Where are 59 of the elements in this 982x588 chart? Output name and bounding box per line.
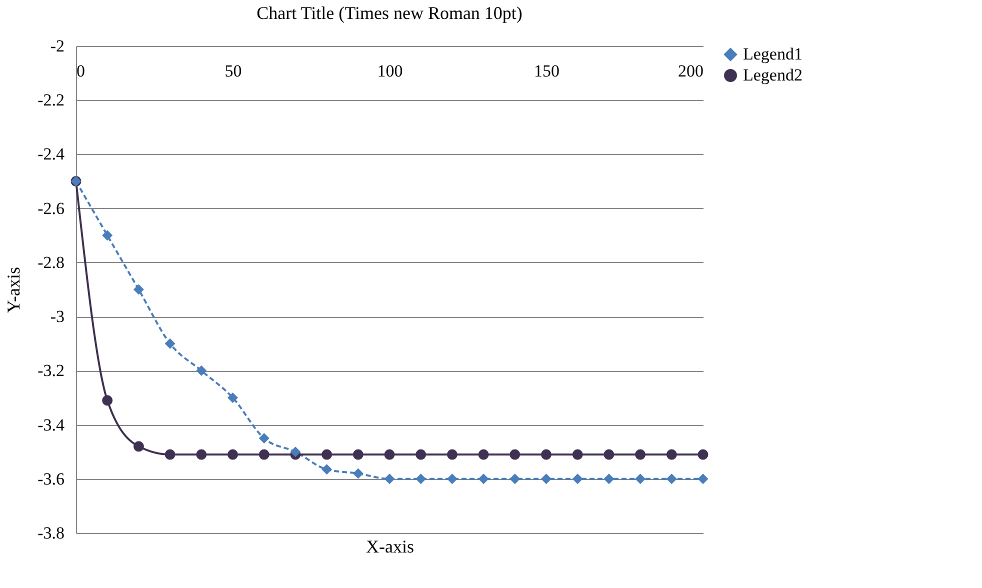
y-tick-label: -3.2 (38, 361, 64, 380)
point (572, 474, 583, 484)
point (698, 449, 708, 460)
point (541, 474, 552, 484)
point (196, 449, 207, 460)
point (635, 474, 646, 484)
point (384, 474, 395, 484)
x-tick-label: 0 (76, 62, 85, 80)
point (666, 449, 677, 460)
point (635, 449, 646, 460)
y-tick-label: -2.6 (38, 198, 64, 218)
point (322, 464, 332, 475)
point (228, 392, 238, 403)
point (258, 449, 270, 460)
y-tick-label: -3.8 (38, 524, 64, 542)
point (352, 468, 364, 479)
point (510, 449, 520, 460)
point (510, 474, 520, 484)
point (416, 474, 426, 484)
point (102, 395, 113, 406)
point (133, 284, 144, 295)
point (698, 474, 708, 484)
point (196, 365, 207, 376)
legend-label: Legend2 (743, 66, 802, 84)
point (604, 474, 614, 484)
point (666, 474, 677, 484)
point (133, 441, 144, 452)
y-tick-label: -3 (50, 307, 64, 326)
point (416, 449, 426, 460)
y-axis-title: Y-axis (4, 267, 24, 313)
point (352, 449, 364, 460)
point (384, 449, 395, 460)
y-tick-label: -2.4 (38, 144, 65, 164)
y-tick-label: -2 (50, 36, 64, 56)
point (164, 449, 176, 460)
point (290, 446, 301, 458)
point (604, 449, 614, 460)
point (446, 474, 458, 484)
point (446, 449, 458, 460)
chart-title: Chart Title (Times new Roman 10pt) (256, 3, 522, 23)
point (258, 433, 270, 444)
y-tick-label: -3.4 (38, 415, 65, 434)
x-tick-label: 200 (678, 62, 704, 80)
x-tick-label: 100 (377, 62, 403, 80)
point (541, 449, 552, 460)
point (102, 230, 113, 241)
x-axis-title: X-axis (366, 536, 414, 556)
x-tick-label: 50 (224, 62, 242, 80)
point (164, 338, 176, 349)
y-tick-label: -2.2 (38, 90, 64, 110)
y-tick-label: -3.6 (38, 469, 64, 488)
x-tick-label: 150 (534, 62, 560, 80)
point (478, 449, 489, 460)
point (478, 474, 489, 484)
y-tick-label: -2.8 (38, 252, 64, 272)
point (228, 449, 238, 460)
point (322, 449, 332, 460)
legend-label: Legend1 (743, 44, 802, 64)
point (572, 449, 583, 460)
